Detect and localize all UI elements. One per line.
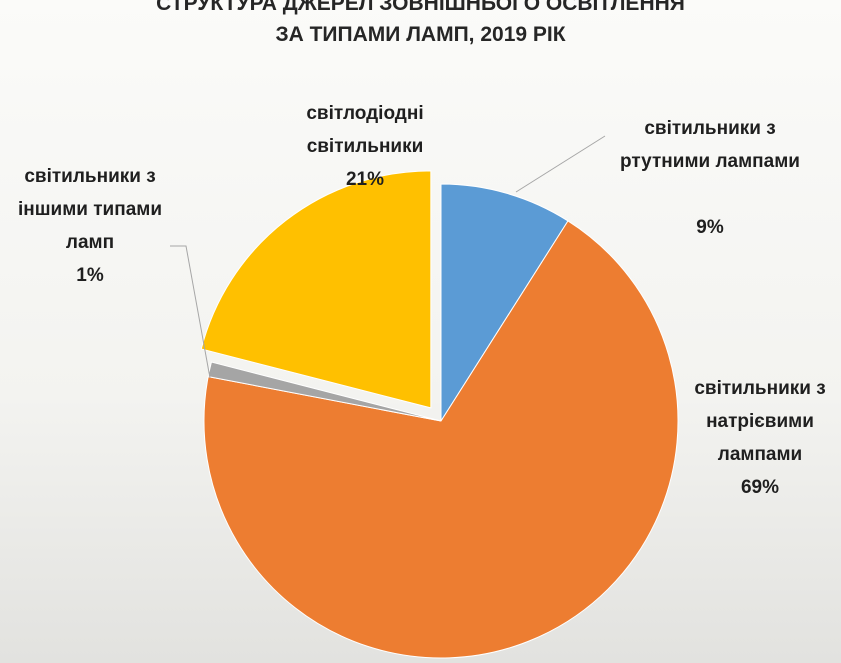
- slice-category-label: світильники з іншими типами ламп: [17, 166, 163, 253]
- chart-title: ЗА ТИПАМИ ЛАМП, 2019 РІК: [275, 23, 566, 46]
- slice-category-label: світильники з натрієвими лампами: [694, 378, 826, 465]
- pie-slice: [207, 361, 442, 422]
- pie-slice: [440, 183, 569, 423]
- slice-value-label: 1%: [76, 265, 104, 286]
- slice-value-label: 69%: [740, 477, 780, 498]
- pie-slice: [203, 220, 679, 659]
- chart-title: СТРУКТУРА ДЖЕРЕЛ ЗОВНІШНЬОГО ОСВІТЛЕННЯ: [156, 0, 685, 15]
- slice-value-label: 9%: [696, 217, 724, 238]
- slice-category-label: світильники з ртутними лампами: [620, 118, 800, 172]
- slice-value-label: 21%: [345, 169, 385, 190]
- leader-line: [515, 135, 606, 193]
- slice-category-label: світлодіодні світильники: [306, 103, 424, 157]
- leader-line: [170, 245, 211, 379]
- pie-slice: [200, 170, 432, 409]
